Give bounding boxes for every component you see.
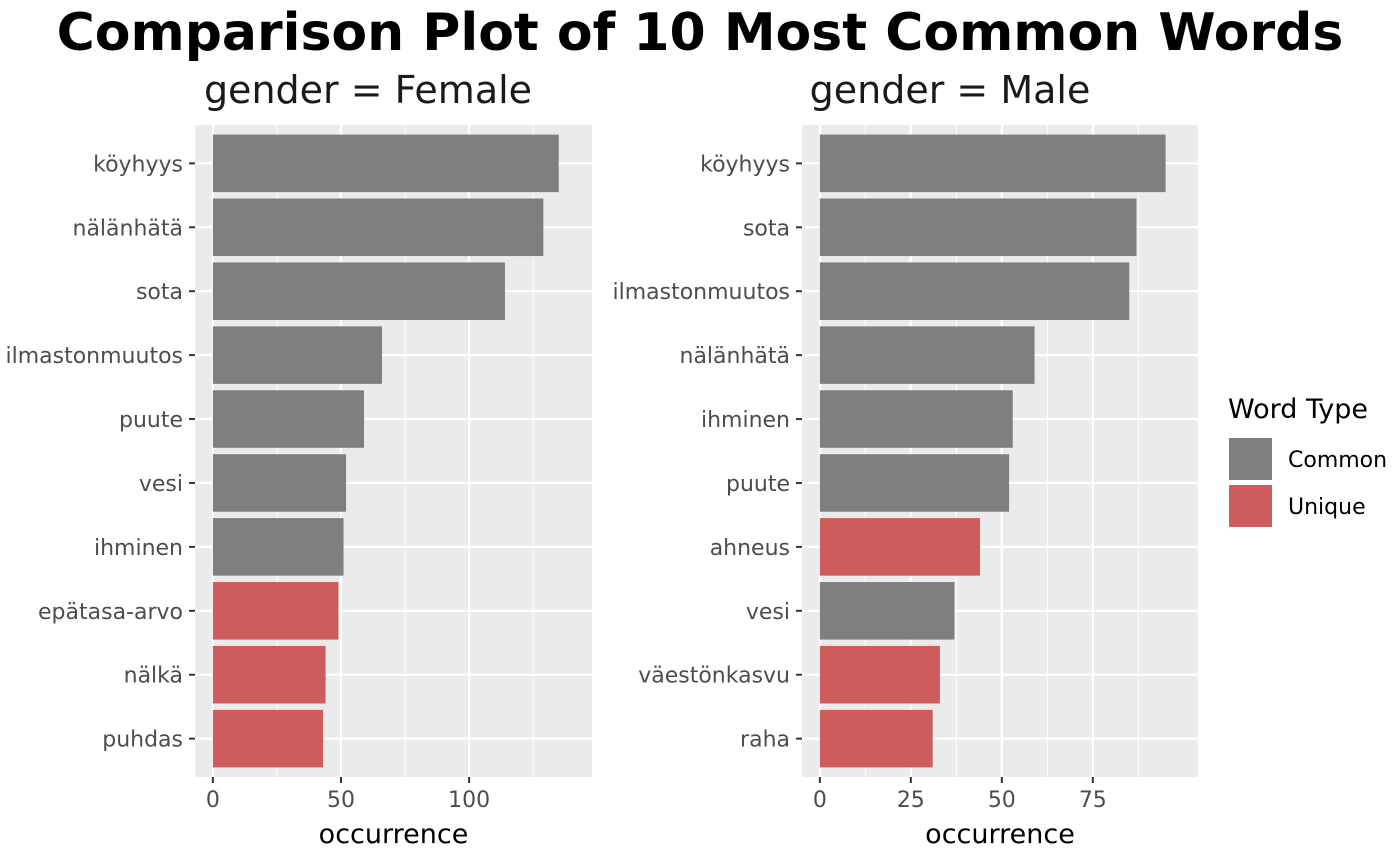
bar-nälänhätä bbox=[819, 326, 1035, 384]
bar-puute bbox=[212, 390, 365, 448]
y-tick-label: ihminen bbox=[701, 408, 790, 433]
x-tick-label: 25 bbox=[897, 788, 925, 813]
facet-panels: köyhyys nälänhätä sota ilmastonmuutos puute v… bbox=[6, 68, 1198, 850]
y-tick-label: nälkä bbox=[124, 664, 183, 689]
bar-ilmastonmuutos bbox=[819, 262, 1130, 320]
x-tick-label: 50 bbox=[327, 788, 355, 813]
y-tick-label: nälänhätä bbox=[73, 216, 184, 241]
bar-ihminen bbox=[212, 518, 344, 576]
bar-epätasa-arvo bbox=[212, 582, 339, 640]
y-tick-label: köyhyys bbox=[700, 152, 790, 177]
x-axis-title: occurrence bbox=[319, 819, 469, 850]
y-tick-label: vesi bbox=[746, 600, 790, 625]
panel-male: köyhyys sota ilmastonmuutos nälänhätä ihmine… bbox=[613, 68, 1198, 850]
bar-köyhyys bbox=[212, 134, 559, 193]
bar-ihminen bbox=[819, 390, 1013, 448]
bar-raha bbox=[819, 709, 933, 768]
y-tick-label: puute bbox=[119, 408, 183, 433]
bar-sota bbox=[212, 262, 505, 320]
y-tick-label: vesi bbox=[139, 472, 183, 497]
bar-puute bbox=[819, 454, 1010, 512]
y-tick-label: ahneus bbox=[710, 536, 790, 561]
y-tick-label: ihminen bbox=[94, 536, 183, 561]
legend-label-common: Common bbox=[1288, 448, 1387, 473]
x-tick-label: 100 bbox=[448, 788, 490, 813]
y-tick-label: puute bbox=[726, 472, 790, 497]
bar-nälänhätä bbox=[212, 198, 544, 257]
legend-key-common bbox=[1229, 438, 1272, 480]
y-tick-label: köyhyys bbox=[93, 152, 183, 177]
bar-nälkä bbox=[212, 645, 326, 704]
x-tick-label: 0 bbox=[813, 788, 827, 813]
legend: Word Type Common Unique bbox=[1228, 394, 1387, 527]
bar-ahneus bbox=[819, 518, 980, 576]
y-tick-label: väestönkasvu bbox=[638, 664, 790, 689]
bar-sota bbox=[819, 198, 1137, 257]
x-axis-title: occurrence bbox=[925, 819, 1075, 850]
y-tick-label: sota bbox=[136, 280, 183, 305]
x-tick-label: 50 bbox=[988, 788, 1016, 813]
y-tick-label: ilmastonmuutos bbox=[6, 344, 184, 369]
facet-label: gender = Female bbox=[204, 68, 532, 112]
facet-label: gender = Male bbox=[810, 68, 1091, 112]
y-tick-label: epätasa-arvo bbox=[38, 600, 183, 625]
x-tick-label: 75 bbox=[1079, 788, 1107, 813]
x-tick-label: 0 bbox=[206, 788, 220, 813]
bar-vesi bbox=[212, 454, 347, 512]
y-tick-label: puhdas bbox=[102, 728, 183, 753]
y-tick-label: sota bbox=[743, 216, 790, 241]
legend-title: Word Type bbox=[1228, 394, 1368, 425]
panel-female: köyhyys nälänhätä sota ilmastonmuutos puute v… bbox=[6, 68, 592, 850]
legend-key-unique bbox=[1229, 485, 1272, 527]
chart-title: Comparison Plot of 10 Most Common Words bbox=[57, 3, 1344, 63]
bar-väestönkasvu bbox=[819, 645, 940, 704]
bar-puhdas bbox=[212, 709, 324, 768]
bar-köyhyys bbox=[819, 134, 1166, 193]
y-tick-label: raha bbox=[740, 728, 790, 753]
y-tick-label: nälänhätä bbox=[680, 344, 791, 369]
bar-vesi bbox=[819, 582, 955, 640]
bar-ilmastonmuutos bbox=[212, 326, 382, 384]
y-tick-label: ilmastonmuutos bbox=[613, 280, 791, 305]
legend-label-unique: Unique bbox=[1288, 495, 1366, 520]
